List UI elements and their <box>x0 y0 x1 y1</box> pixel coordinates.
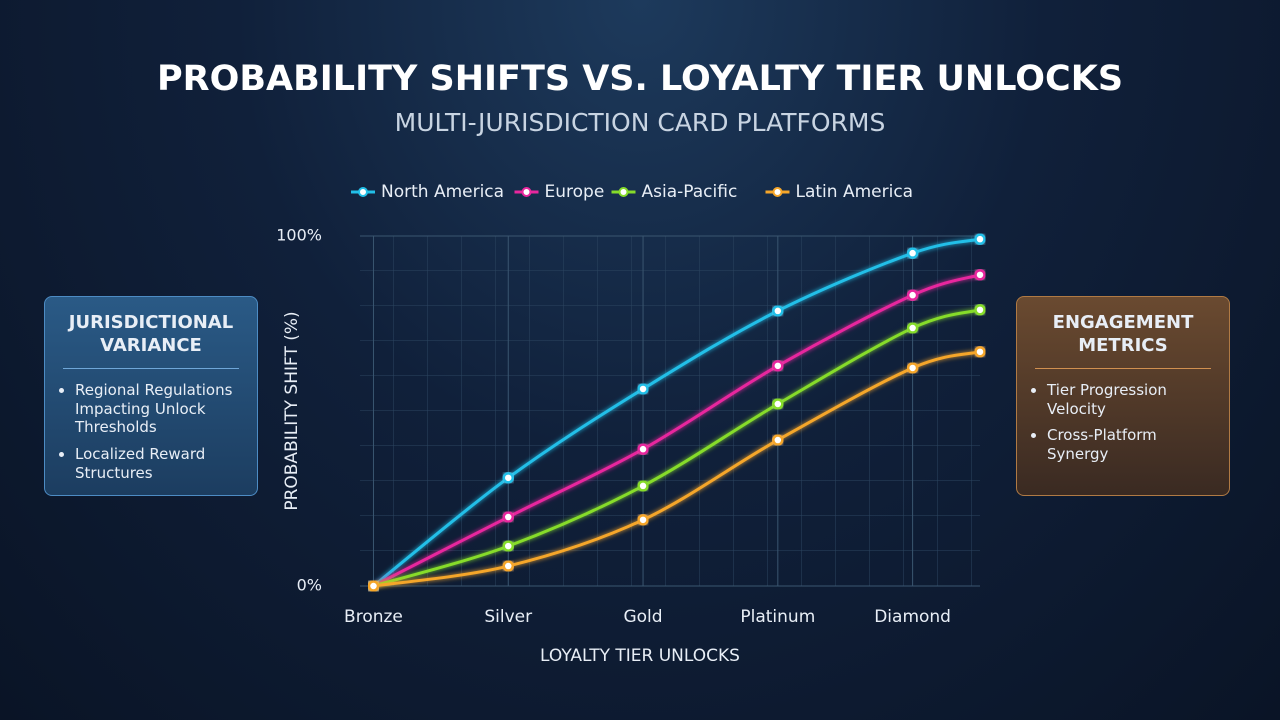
x-tick-label: Diamond <box>874 607 951 627</box>
legend: North America Europe Asia-Pacific Latin Ame… <box>351 182 913 202</box>
y-tick-label: 100% <box>276 226 322 245</box>
panel-title: ENGAGEMENT METRICS <box>1035 311 1211 369</box>
data-point <box>772 398 784 410</box>
legend-marker <box>772 187 783 197</box>
data-point <box>637 383 649 395</box>
data-point <box>502 511 515 523</box>
x-tick-label: Silver <box>484 607 532 627</box>
legend-label: North America <box>381 182 504 202</box>
info-panel: ENGAGEMENT METRICS Tier Progression Velo… <box>1016 296 1230 496</box>
data-point <box>772 434 784 446</box>
x-tick-label: Gold <box>623 607 662 627</box>
panel-item: Tier Progression Velocity <box>1047 381 1211 419</box>
info-panel: JURISDICTIONAL VARIANCE Regional Regulat… <box>44 296 258 496</box>
data-point <box>637 480 649 492</box>
panel-list: Regional Regulations Impacting Unlock Th… <box>63 381 239 483</box>
data-point <box>502 540 515 552</box>
data-point <box>502 560 515 572</box>
legend-marker <box>358 187 368 197</box>
legend-label: Asia-Pacific <box>642 182 738 202</box>
legend-marker <box>521 187 532 197</box>
legend-label: Europe <box>545 182 605 202</box>
data-point <box>772 360 784 372</box>
chart-title: PROBABILITY SHIFTS VS. LOYALTY TIER UNLO… <box>157 59 1123 99</box>
panel-item: Regional Regulations Impacting Unlock Th… <box>75 381 239 437</box>
x-tick-label: Platinum <box>740 607 815 627</box>
data-point <box>637 514 649 526</box>
data-point <box>367 580 380 592</box>
legend-marker <box>618 187 629 197</box>
data-point <box>502 472 515 484</box>
y-axis-label: PROBABILITY SHIFT (%) <box>282 311 302 510</box>
x-tick-label: Bronze <box>344 607 403 627</box>
y-tick-label: 0% <box>297 576 322 595</box>
x-axis-label: LOYALTY TIER UNLOCKS <box>540 646 740 666</box>
panel-item: Localized Reward Structures <box>75 445 239 483</box>
data-point <box>974 233 986 245</box>
panel-title: JURISDICTIONAL VARIANCE <box>63 311 239 369</box>
data-point <box>974 304 986 316</box>
data-point <box>906 247 919 259</box>
data-point <box>974 269 986 281</box>
panel-item: Cross-Platform Synergy <box>1047 426 1211 464</box>
data-point <box>974 346 986 358</box>
panel-list: Tier Progression Velocity Cross-Platform… <box>1035 381 1211 464</box>
legend-label: Latin America <box>796 182 914 202</box>
plot-background <box>360 236 980 586</box>
chart-subtitle: MULTI-JURISDICTION CARD PLATFORMS <box>395 108 886 137</box>
data-point <box>906 362 919 374</box>
data-point <box>906 289 919 301</box>
data-point <box>772 305 784 317</box>
data-point <box>906 322 919 334</box>
data-point <box>637 443 649 455</box>
